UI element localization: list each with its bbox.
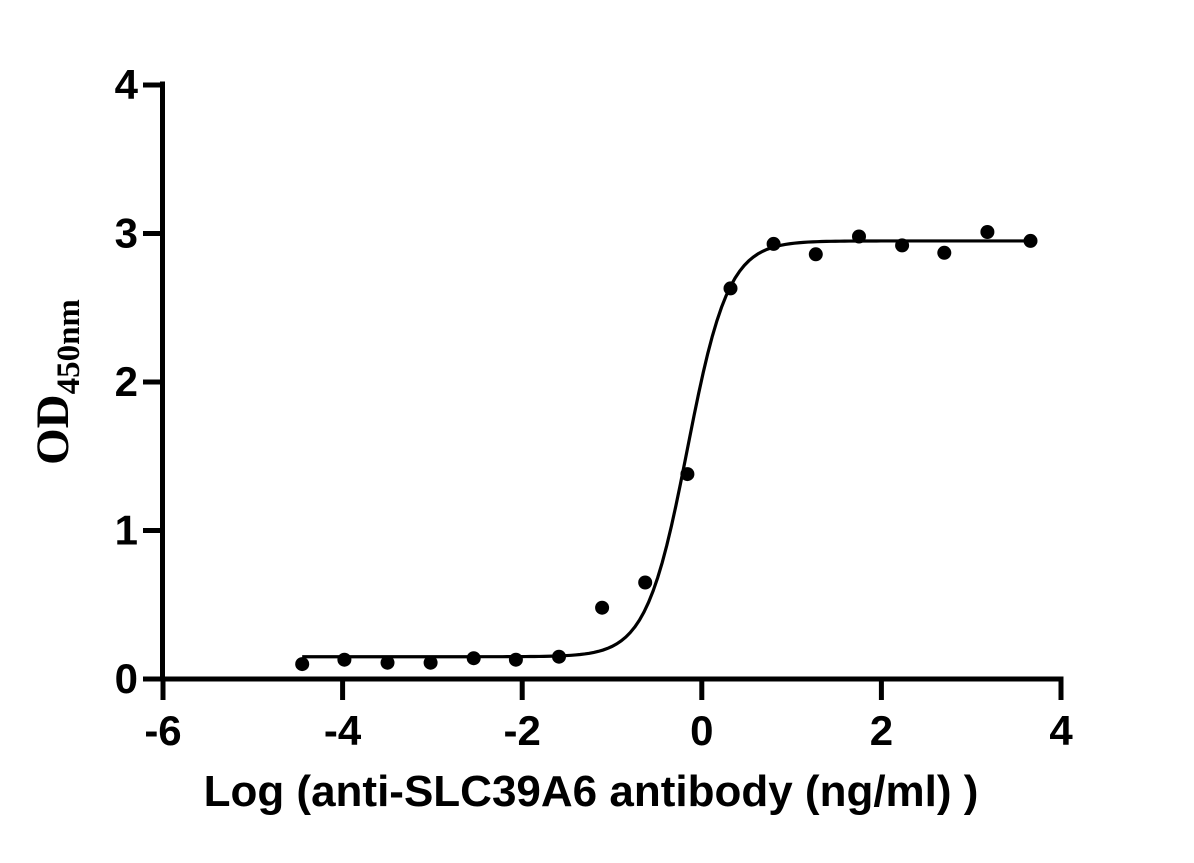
x-tick-label: 2: [870, 707, 893, 754]
data-point: [638, 575, 653, 590]
y-axis-title: OD450nm: [27, 299, 87, 465]
data-point: [1023, 233, 1038, 248]
x-tick-label: -2: [504, 707, 541, 754]
y-tick-label: 4: [115, 61, 139, 108]
data-point: [295, 657, 310, 672]
x-axis-title: Log (anti-SLC39A6 antibody (ng/ml) ): [204, 767, 979, 816]
data-point: [980, 225, 995, 239]
data-point: [595, 600, 610, 615]
plot-area: 0 1 2 3 4 -6 -4 -2 0 2 4: [115, 61, 1074, 754]
data-point: [895, 238, 910, 253]
data-point: [337, 652, 352, 667]
data-point: [423, 655, 438, 670]
data-point: [508, 652, 523, 667]
x-tick-label: -4: [324, 707, 362, 754]
data-point: [380, 655, 395, 670]
data-point: [466, 651, 481, 666]
x-tick-label: 4: [1049, 707, 1073, 754]
fit-curve: [302, 239, 1032, 659]
y-tick-label: 2: [115, 358, 138, 405]
data-point: [680, 467, 695, 482]
x-tick-label: -6: [144, 707, 181, 754]
y-tick-label: 3: [115, 210, 138, 257]
y-axis-title-subscript: 450nm: [51, 299, 87, 394]
data-point: [766, 236, 781, 251]
data-point: [808, 247, 823, 262]
data-point: [852, 229, 866, 244]
y-axis-title-main: OD: [27, 394, 79, 465]
y-tick-label: 0: [115, 655, 138, 702]
data-point: [723, 281, 738, 296]
data-point: [552, 649, 566, 664]
x-tick-label: 0: [690, 707, 713, 754]
data-point: [937, 245, 952, 260]
y-tick-label: 1: [115, 507, 138, 554]
